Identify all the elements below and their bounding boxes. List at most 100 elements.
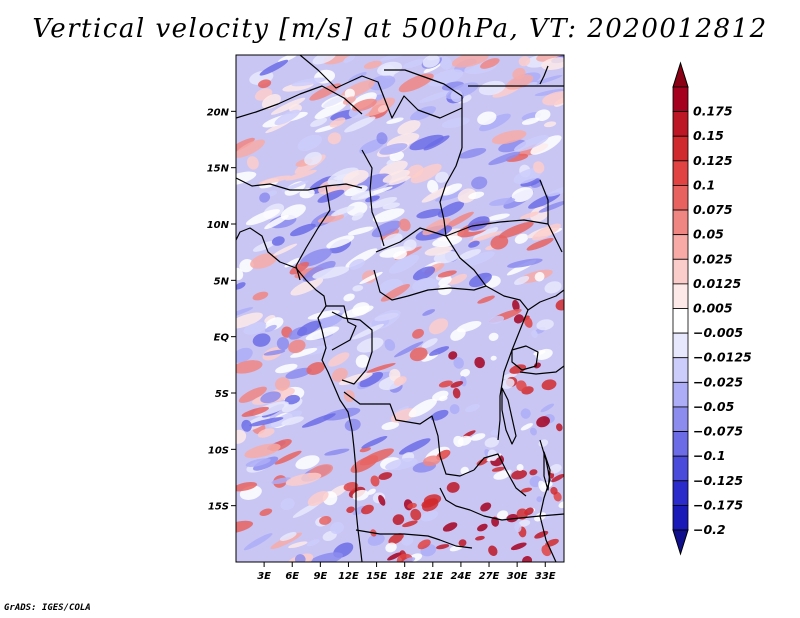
field-patch: [407, 502, 417, 509]
field-patch: [520, 408, 531, 419]
field-patch: [548, 464, 562, 474]
field-patch: [484, 437, 499, 448]
field-patch: [310, 117, 328, 127]
field-patch: [285, 169, 317, 181]
colorbar-label: −0.125: [693, 473, 743, 488]
field-patch: [356, 337, 384, 353]
colorbar-swatch: [672, 357, 689, 383]
field-patch: [260, 391, 281, 404]
field-patch: [541, 379, 557, 391]
field-patch: [290, 277, 324, 296]
field-patch: [488, 332, 499, 341]
field-patch: [319, 516, 332, 525]
field-patch: [437, 201, 465, 218]
field-patch: [351, 98, 377, 112]
field-patch: [280, 498, 295, 511]
field-patch: [450, 89, 463, 103]
field-patch: [449, 404, 460, 415]
field-patch: [288, 541, 308, 549]
field-patch: [422, 309, 436, 316]
field-patch: [371, 220, 401, 238]
field-patch: [480, 502, 492, 512]
field-patch: [520, 487, 533, 493]
colorbar-swatch: [672, 258, 689, 285]
field-patch: [468, 191, 485, 200]
field-patch: [351, 212, 364, 221]
field-patch: [346, 201, 368, 216]
border-south-sudan-ethiopia: [539, 179, 549, 224]
field-patch: [427, 69, 464, 87]
lon-tick-label: 3E: [257, 571, 271, 582]
field-patch: [362, 97, 396, 117]
field-patch: [412, 266, 436, 281]
field-patch: [422, 55, 440, 68]
field-patch: [274, 450, 302, 465]
field-patch: [424, 245, 453, 256]
field-patch: [275, 363, 298, 374]
border-car: [373, 227, 487, 301]
field-patch: [518, 519, 531, 527]
field-patch: [297, 134, 322, 151]
field-patch: [236, 307, 254, 320]
field-patch: [326, 235, 355, 249]
field-patch: [342, 169, 369, 186]
field-patch: [329, 117, 346, 128]
colorbar-swatch: [672, 332, 689, 359]
colorbar-swatch: [672, 480, 689, 506]
field-patch: [367, 533, 385, 546]
colorbar-swatch: [672, 160, 689, 186]
field-patch: [258, 79, 272, 89]
colorbar-label: 0.0125: [693, 276, 742, 291]
field-patch: [252, 333, 271, 347]
field-patch: [350, 191, 375, 201]
colorbar-label: −0.05: [693, 399, 735, 414]
field-patch: [493, 470, 511, 480]
field-patch: [406, 164, 424, 179]
lat-tick-label: 15S: [208, 502, 229, 513]
field-patch: [236, 267, 244, 281]
field-patch: [397, 120, 421, 135]
field-patch: [396, 553, 413, 562]
field-patch: [469, 272, 492, 288]
field-patch: [516, 464, 524, 471]
field-patch: [490, 355, 497, 361]
field-patch: [478, 80, 506, 96]
field-patch: [458, 249, 481, 260]
field-patch: [524, 316, 533, 328]
field-patch: [520, 178, 541, 187]
field-patch: [453, 357, 464, 369]
field-patch: [236, 171, 257, 186]
field-patch: [514, 135, 549, 152]
border-chad-sudan: [439, 147, 463, 237]
field-patch: [294, 554, 306, 562]
field-patch: [451, 55, 489, 68]
lat-tick-label: EQ: [214, 333, 230, 344]
colorbar-label: −0.025: [693, 374, 743, 389]
field-patch: [297, 320, 322, 336]
border-libya-chad: [384, 69, 463, 148]
latitude-axis: 20N 15N 10N 5N EQ 5S 10S 15S: [207, 107, 236, 513]
field-patch: [343, 293, 355, 302]
field-patch: [519, 211, 539, 220]
lat-tick-label: 5S: [215, 389, 229, 400]
field-patch: [401, 535, 414, 546]
field-patch: [398, 73, 434, 93]
field-patch: [520, 423, 533, 431]
field-patch: [394, 341, 424, 358]
field-patch: [236, 347, 253, 363]
field-patch: [488, 545, 498, 556]
field-patch: [551, 474, 564, 483]
colorbar-label: 0.1: [693, 177, 715, 192]
lon-tick-label: 21E: [422, 571, 443, 582]
field-patch: [295, 455, 320, 470]
field-patch: [388, 176, 411, 186]
field-patch: [450, 380, 464, 388]
field-patch: [249, 417, 284, 427]
field-patch: [490, 235, 509, 250]
colorbar-label: −0.005: [693, 325, 743, 340]
colorbar-swatch: [672, 308, 689, 334]
field-patch: [423, 494, 442, 506]
grads-credit: GrADS: IGES/COLA: [4, 603, 91, 613]
field-patch: [555, 299, 564, 311]
field-patch: [388, 254, 420, 274]
